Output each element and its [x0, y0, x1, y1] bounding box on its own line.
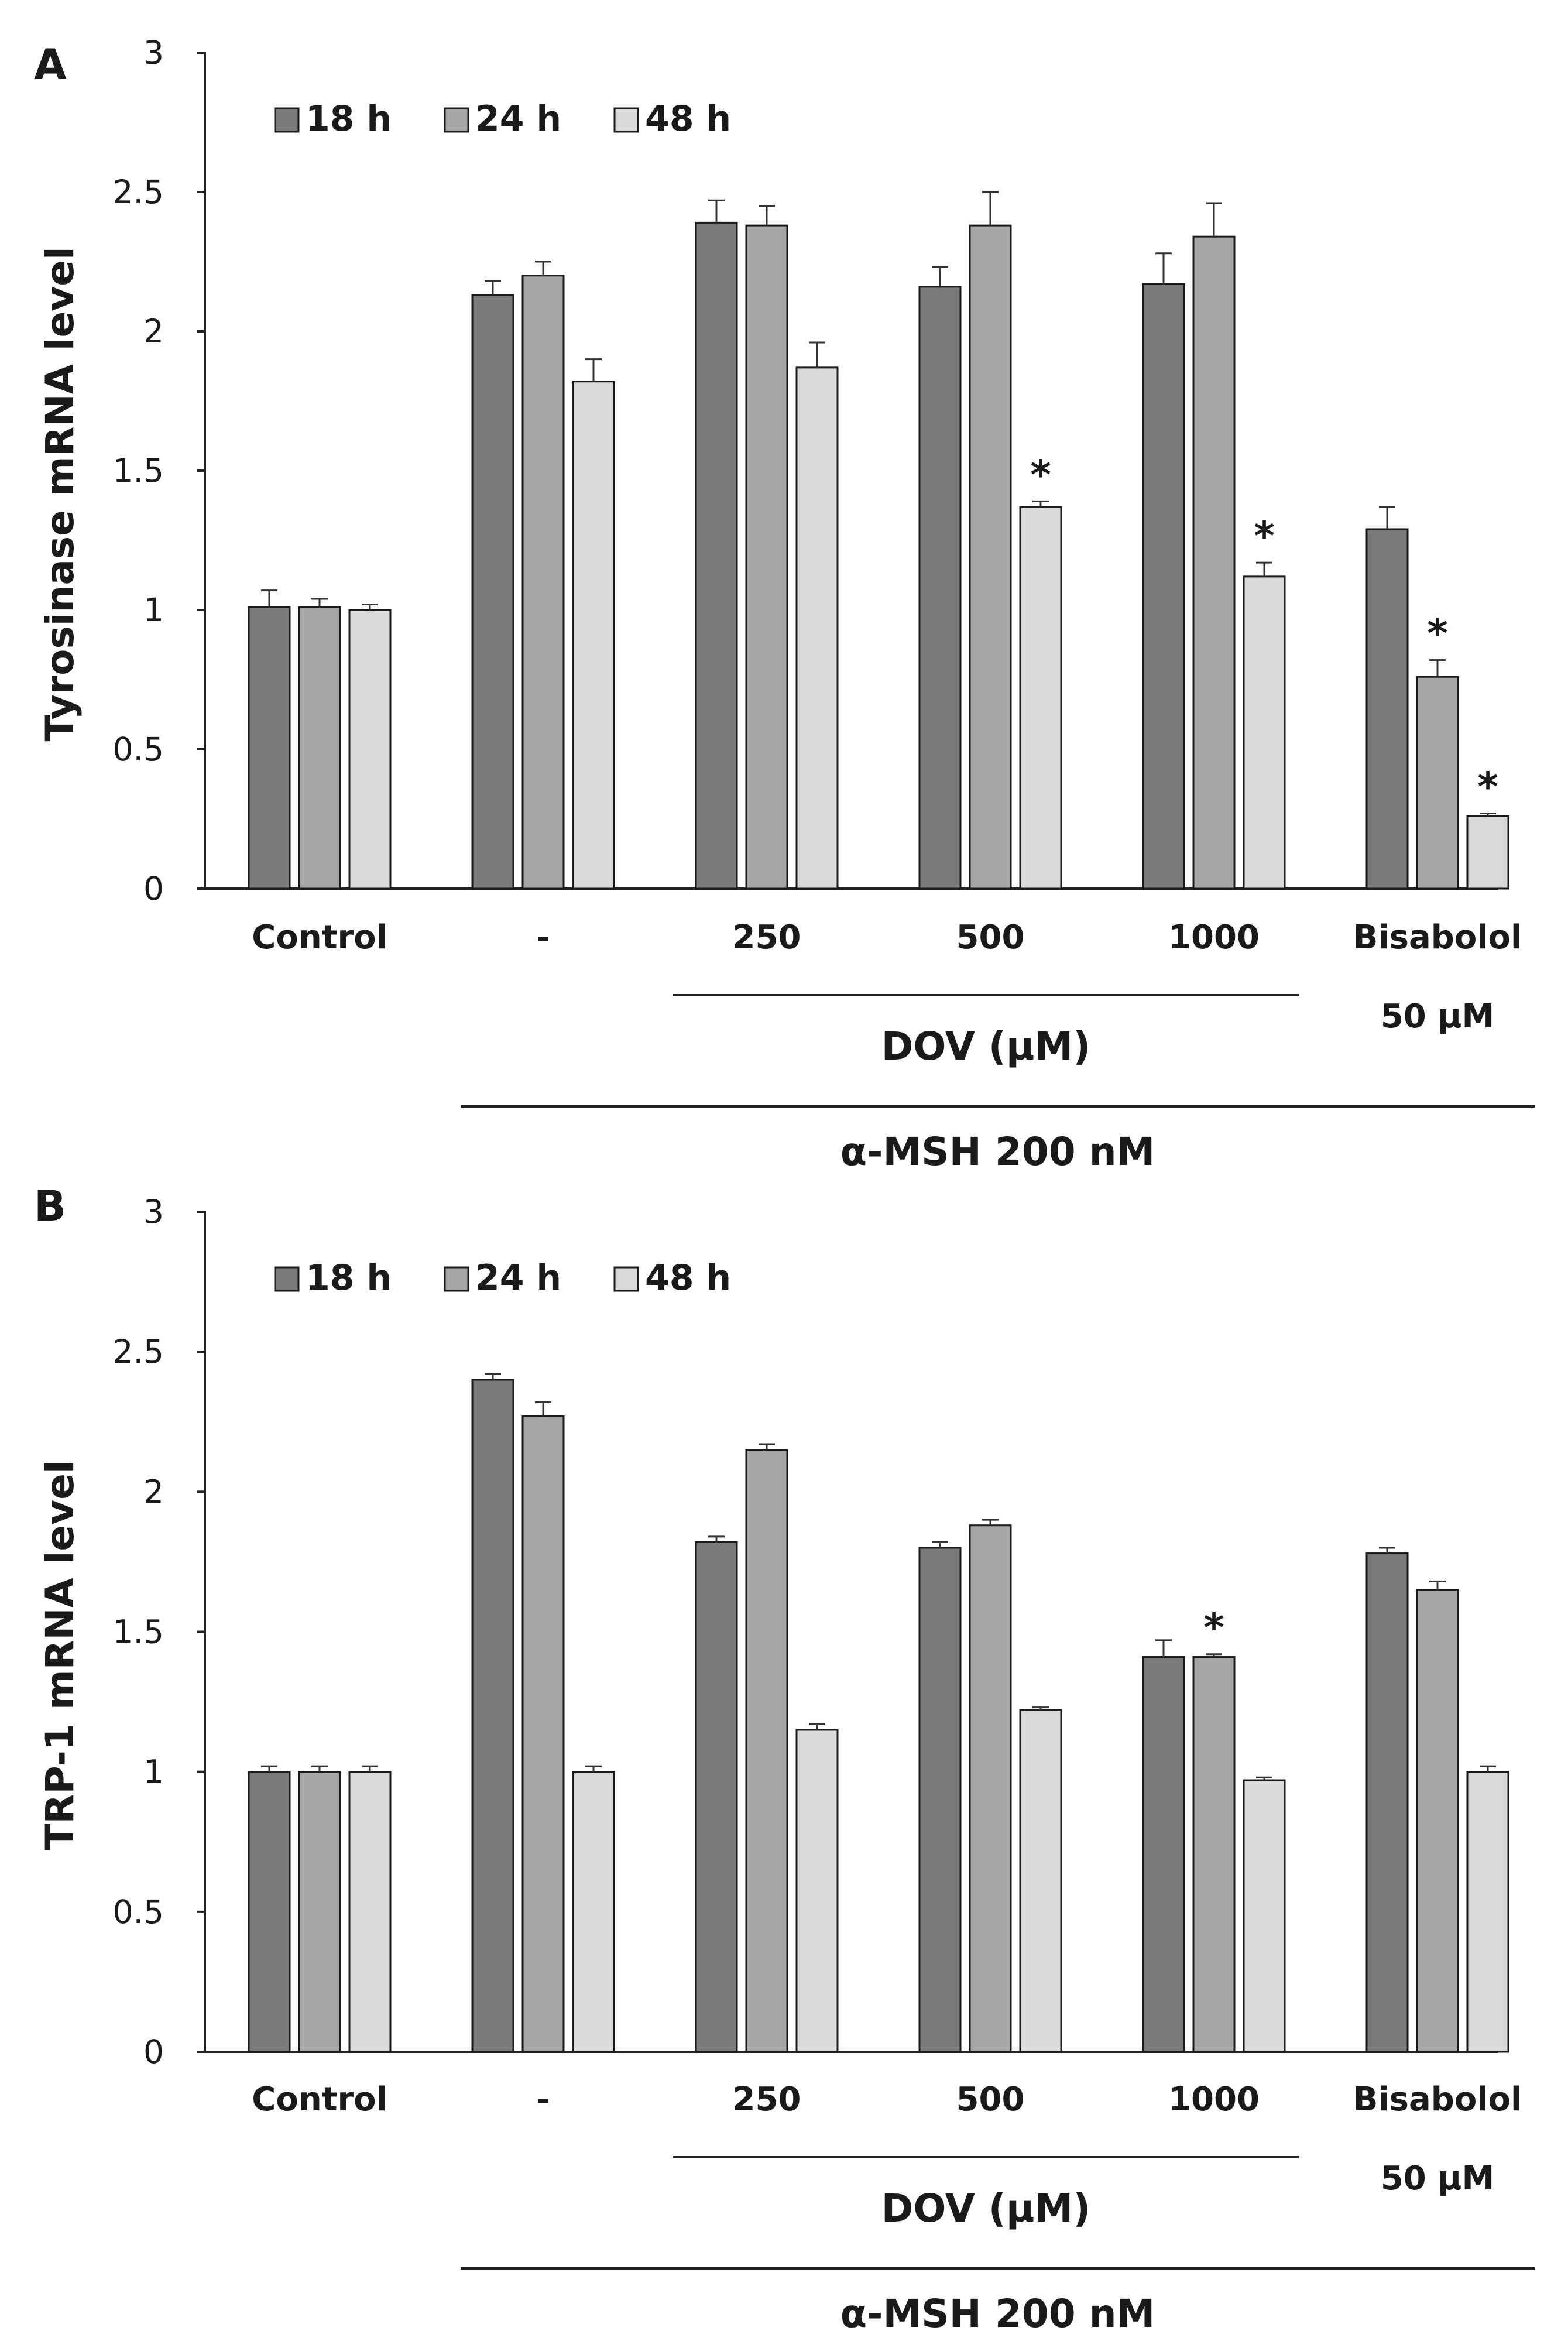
y-axis-label: Tyrosinase mRNA level — [37, 246, 83, 741]
panel-label: B — [34, 1181, 66, 1231]
bar — [1019, 1709, 1062, 2053]
legend-swatch — [274, 1266, 300, 1292]
bar — [471, 294, 514, 890]
y-tick-label: 0 — [143, 870, 164, 907]
bar — [695, 221, 738, 890]
bar — [1243, 1779, 1286, 2053]
y-tick-label: 1.5 — [113, 1613, 164, 1651]
bar — [248, 606, 291, 890]
y-tick-label: 3 — [143, 1193, 164, 1231]
chart-panel-b: B 0 0.5 1 1.5 2 2.5 3 TRP-1 mRNA level Control - 25… — [34, 1181, 1535, 2336]
bar — [1365, 1552, 1409, 2053]
bar — [348, 1771, 392, 2053]
bar — [969, 224, 1012, 890]
x-category-label: - — [536, 918, 550, 957]
x-category-sublabel: 50 μM — [1381, 998, 1494, 1036]
bar — [1243, 575, 1286, 890]
legend-swatch — [274, 107, 300, 133]
bar — [298, 606, 341, 890]
bar — [969, 1524, 1012, 2053]
legend-label: 48 h — [645, 1257, 731, 1298]
x-category-label: 500 — [956, 2080, 1025, 2119]
bar — [795, 366, 839, 890]
x-category-label: Control — [252, 2080, 387, 2119]
msh-group-label: α-MSH 200 nM — [840, 2291, 1155, 2336]
y-tick-label: 1.5 — [113, 452, 164, 489]
bar — [1019, 506, 1062, 890]
bar — [572, 381, 615, 890]
y-tick-label: 2.5 — [113, 1333, 164, 1370]
y-tick-label: 2 — [143, 1473, 164, 1510]
x-category-label: 1000 — [1168, 918, 1260, 957]
bar — [918, 286, 962, 890]
bar — [745, 224, 788, 890]
bar — [918, 1547, 962, 2053]
y-tick-label: 1 — [143, 1753, 164, 1791]
y-tick-label: 2 — [143, 313, 164, 350]
significance-marker: * — [1254, 513, 1275, 560]
y-tick-label: 0.5 — [113, 1893, 164, 1931]
legend-swatch — [613, 107, 639, 133]
x-category-label: Bisabolol — [1353, 918, 1522, 957]
legend-label: 18 h — [306, 98, 392, 139]
bar — [1416, 1589, 1459, 2053]
y-axis-label: TRP-1 mRNA level — [37, 1460, 83, 1850]
significance-marker: * — [1427, 611, 1448, 657]
legend: 18 h 24 h 48 h — [274, 1257, 731, 1298]
dov-group-label: DOV (μM) — [881, 2186, 1091, 2231]
panel-label: A — [34, 40, 67, 89]
bar — [1466, 1771, 1509, 2053]
bar — [521, 275, 565, 890]
x-category-label: Bisabolol — [1353, 2080, 1522, 2119]
y-tick-label: 3 — [143, 34, 164, 71]
legend-label: 24 h — [475, 98, 561, 139]
bar — [1365, 528, 1409, 890]
bar — [471, 1379, 514, 2053]
bar — [745, 1449, 788, 2053]
bar — [1192, 1656, 1236, 2053]
bar — [1466, 815, 1509, 890]
x-category-label: Control — [252, 918, 387, 957]
bar — [1192, 235, 1236, 890]
legend-swatch — [444, 1266, 469, 1292]
x-category-label: 250 — [733, 2080, 801, 2119]
bar — [298, 1771, 341, 2053]
legend-label: 48 h — [645, 98, 731, 139]
bar — [521, 1415, 565, 2053]
y-tick-label: 2.5 — [113, 173, 164, 211]
x-category-sublabel: 50 μM — [1381, 2160, 1494, 2198]
bar — [348, 609, 392, 890]
x-category-label: 500 — [956, 918, 1025, 957]
legend-label: 24 h — [475, 1257, 561, 1298]
legend-swatch — [444, 107, 469, 133]
msh-group-label: α-MSH 200 nM — [840, 1129, 1155, 1174]
legend: 18 h 24 h 48 h — [274, 98, 731, 139]
significance-marker: * — [1477, 764, 1498, 810]
x-category-label: - — [536, 2080, 550, 2119]
x-category-label: 1000 — [1168, 2080, 1260, 2119]
bar — [572, 1771, 615, 2053]
bar — [1416, 676, 1459, 890]
bar — [248, 1771, 291, 2053]
x-category-label: 250 — [733, 918, 801, 957]
dov-group-label: DOV (μM) — [881, 1024, 1091, 1069]
y-tick-label: 1 — [143, 591, 164, 629]
y-tick-label: 0.5 — [113, 731, 164, 768]
legend-label: 18 h — [306, 1257, 392, 1298]
y-tick-label: 0 — [143, 2033, 164, 2071]
bar — [795, 1729, 839, 2053]
legend-swatch — [613, 1266, 639, 1292]
bar — [695, 1541, 738, 2053]
bar — [1142, 1656, 1185, 2053]
bar — [1142, 283, 1185, 890]
chart-panel-a: A 0 0.5 1 1.5 2 2.5 3 Tyrosinase mRNA level Contr… — [34, 34, 1535, 1174]
significance-marker: * — [1030, 452, 1051, 498]
significance-marker: * — [1203, 1605, 1224, 1651]
